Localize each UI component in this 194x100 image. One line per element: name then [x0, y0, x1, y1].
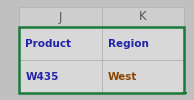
Text: Product: Product	[25, 38, 71, 48]
Text: W435: W435	[25, 72, 59, 82]
Bar	[19, 27, 102, 60]
Bar	[19, 7, 102, 27]
Bar	[19, 27, 184, 93]
Bar	[19, 60, 102, 93]
Bar	[102, 60, 184, 93]
Bar	[102, 7, 184, 27]
Bar	[182, 92, 187, 94]
Text: K: K	[139, 10, 147, 24]
Text: J: J	[59, 10, 62, 24]
Bar	[102, 27, 184, 60]
Text: Region: Region	[108, 38, 149, 48]
Text: West: West	[108, 72, 137, 82]
